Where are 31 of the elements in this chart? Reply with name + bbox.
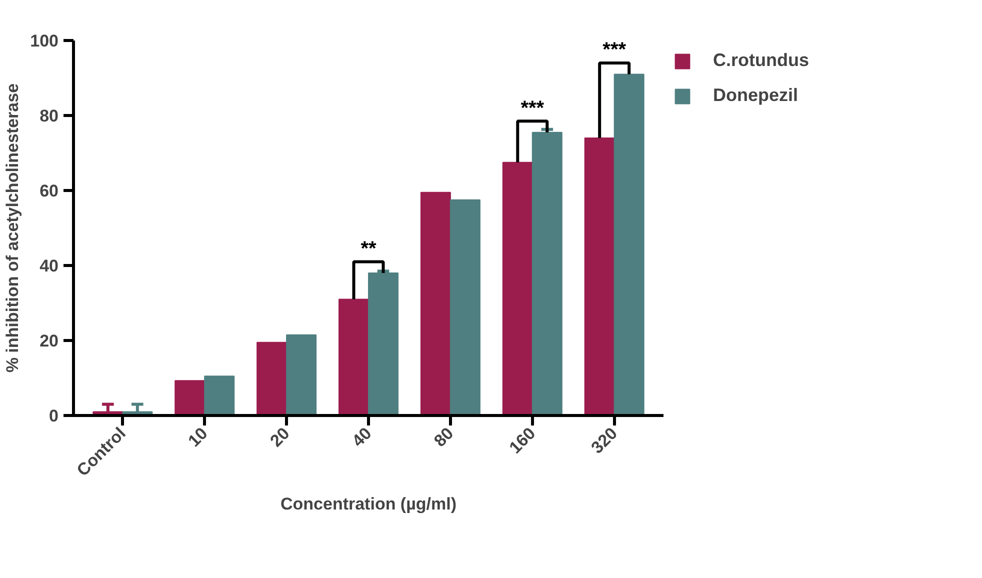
- x-tick-label: 320: [588, 424, 622, 458]
- legend-label: Donepezil: [713, 85, 798, 106]
- bar: [584, 138, 615, 416]
- y-tick-label: 40: [40, 256, 59, 276]
- bar: [338, 298, 369, 416]
- bar: [450, 199, 480, 416]
- x-tick-label: 160: [506, 424, 540, 458]
- annotation: ***: [602, 39, 626, 62]
- y-axis-title: % inhibition of acetylcholinesterase: [3, 83, 22, 373]
- bar: [502, 162, 533, 416]
- x-tick-label: 80: [430, 424, 458, 451]
- bar: [614, 74, 644, 416]
- annotation: ***: [520, 97, 544, 120]
- y-tick-label: 100: [30, 32, 59, 50]
- bar: [532, 132, 562, 416]
- x-axis-title: Concentration (µg/ml): [280, 494, 457, 514]
- y-tick-label: 0: [49, 406, 59, 426]
- bar: [204, 376, 235, 416]
- x-tick-label: 10: [184, 424, 212, 451]
- bar: [286, 334, 317, 416]
- bar: [420, 192, 451, 416]
- y-tick-label: 20: [40, 332, 59, 350]
- bar: [368, 272, 398, 416]
- y-tick-label: 60: [40, 182, 59, 200]
- x-tick-label: 40: [348, 424, 376, 451]
- bar: [174, 380, 206, 416]
- legend-label: C.rotundus: [713, 50, 809, 71]
- x-tick-label: 20: [266, 424, 294, 451]
- y-tick-label: 80: [40, 106, 59, 126]
- bar: [256, 342, 288, 416]
- annotation: **: [360, 238, 376, 260]
